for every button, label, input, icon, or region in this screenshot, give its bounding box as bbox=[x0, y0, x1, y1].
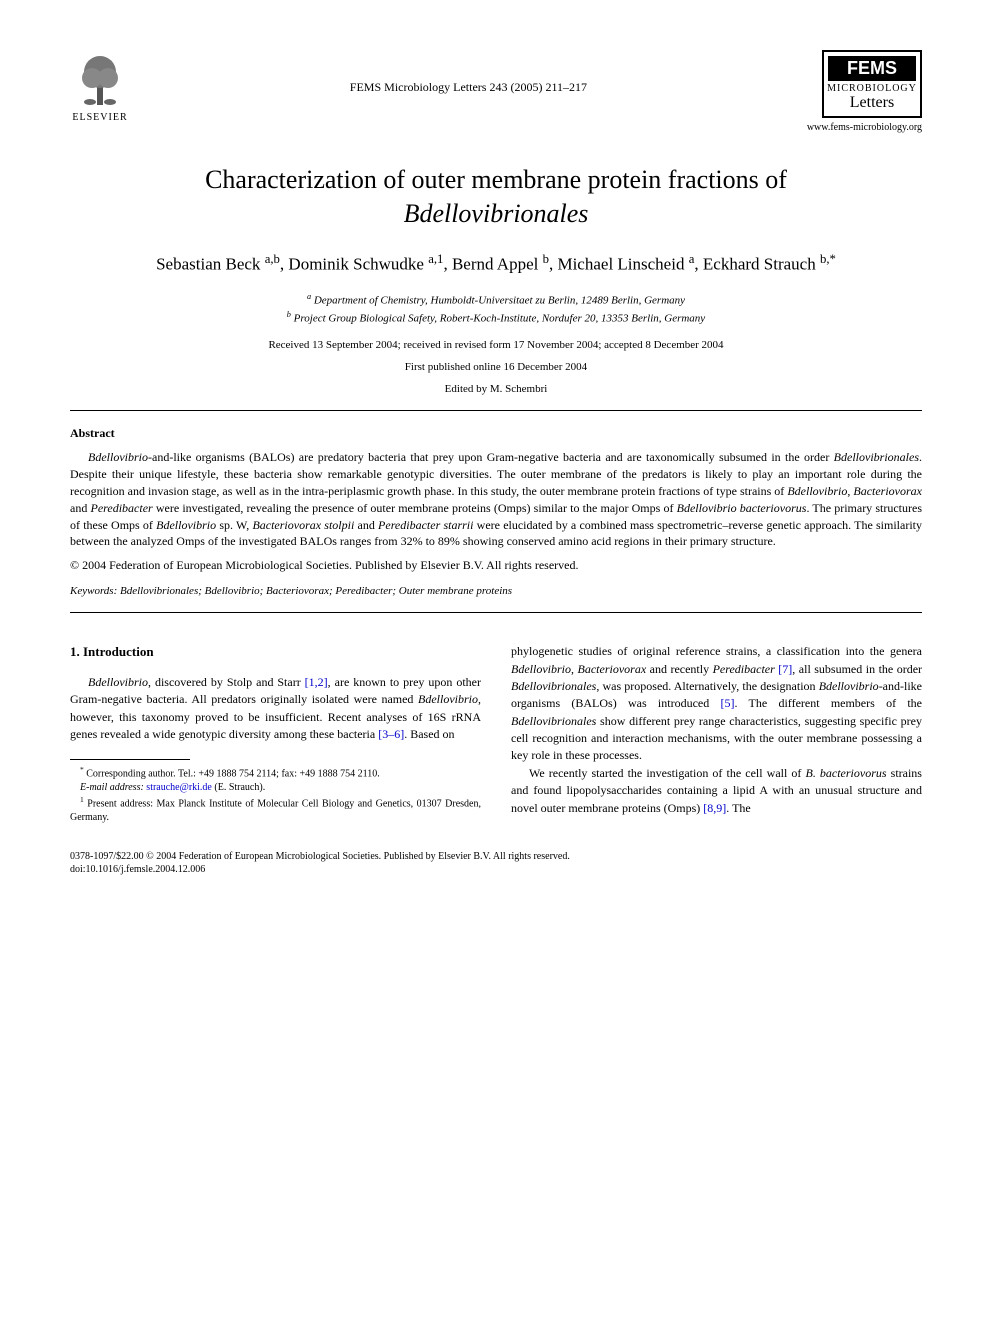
abstract-copyright: © 2004 Federation of European Microbiolo… bbox=[70, 558, 922, 573]
email-link[interactable]: strauche@rki.de bbox=[146, 782, 212, 793]
first-published: First published online 16 December 2004 bbox=[70, 361, 922, 373]
elsevier-tree-icon bbox=[70, 50, 130, 110]
fems-title: FEMS bbox=[828, 56, 916, 81]
abstract-heading: Abstract bbox=[70, 426, 922, 441]
header-row: ELSEVIER FEMS Microbiology Letters 243 (… bbox=[70, 50, 922, 133]
fems-subtitle-2: Letters bbox=[850, 94, 894, 112]
fems-url[interactable]: www.fems-microbiology.org bbox=[807, 122, 922, 133]
reference-link[interactable]: [5] bbox=[720, 696, 734, 710]
footnote-corresponding: * Corresponding author. Tel.: +49 1888 7… bbox=[70, 765, 481, 781]
article-title: Characterization of outer membrane prote… bbox=[70, 163, 922, 231]
reference-link[interactable]: [1,2] bbox=[305, 675, 328, 689]
email-label: E-mail address: bbox=[80, 782, 144, 793]
affiliation-b: Project Group Biological Safety, Robert-… bbox=[294, 313, 706, 325]
footnote-divider bbox=[70, 759, 190, 760]
footnote-corresponding-text: Corresponding author. Tel.: +49 1888 754… bbox=[86, 768, 380, 779]
footnotes: * Corresponding author. Tel.: +49 1888 7… bbox=[70, 765, 481, 826]
divider-2 bbox=[70, 612, 922, 613]
bottom-info: 0378-1097/$22.00 © 2004 Federation of Eu… bbox=[70, 850, 922, 876]
column-left: 1. Introduction Bdellovibrio, discovered… bbox=[70, 643, 481, 825]
elsevier-label: ELSEVIER bbox=[72, 112, 127, 123]
reference-link[interactable]: [7] bbox=[778, 662, 792, 676]
intro-paragraph-2: phylogenetic studies of original referen… bbox=[511, 643, 922, 765]
column-right: phylogenetic studies of original referen… bbox=[511, 643, 922, 825]
keywords-text: Bdellovibrionales; Bdellovibrio; Bacteri… bbox=[117, 585, 512, 597]
footnote-present-address: 1 Present address: Max Planck Institute … bbox=[70, 795, 481, 825]
dates: Received 13 September 2004; received in … bbox=[70, 339, 922, 351]
divider-1 bbox=[70, 410, 922, 411]
footnote-email: E-mail address: strauche@rki.de (E. Stra… bbox=[70, 781, 481, 795]
fems-box: FEMS MICROBIOLOGY Letters bbox=[822, 50, 922, 118]
affiliations: a Department of Chemistry, Humboldt-Univ… bbox=[70, 291, 922, 327]
body-columns: 1. Introduction Bdellovibrio, discovered… bbox=[70, 643, 922, 825]
reference-link[interactable]: [8,9] bbox=[703, 801, 726, 815]
journal-reference: FEMS Microbiology Letters 243 (2005) 211… bbox=[350, 80, 587, 95]
affiliation-a: Department of Chemistry, Humboldt-Univer… bbox=[314, 295, 685, 307]
title-line-1: Characterization of outer membrane prote… bbox=[205, 165, 787, 194]
elsevier-logo: ELSEVIER bbox=[70, 50, 130, 123]
email-person: (E. Strauch). bbox=[214, 782, 265, 793]
footnote-present-address-text: Present address: Max Planck Institute of… bbox=[70, 798, 481, 823]
intro-paragraph-3: We recently started the investigation of… bbox=[511, 765, 922, 817]
fems-subtitle-1: MICROBIOLOGY bbox=[827, 83, 917, 94]
reference-link[interactable]: [3–6] bbox=[378, 727, 404, 741]
edited-by: Edited by M. Schembri bbox=[70, 383, 922, 395]
authors: Sebastian Beck a,b, Dominik Schwudke a,1… bbox=[70, 251, 922, 276]
introduction-heading: 1. Introduction bbox=[70, 643, 481, 662]
intro-paragraph-1: Bdellovibrio, discovered by Stolp and St… bbox=[70, 674, 481, 744]
keywords: Keywords: Bdellovibrionales; Bdellovibri… bbox=[70, 585, 922, 597]
bottom-line-1: 0378-1097/$22.00 © 2004 Federation of Eu… bbox=[70, 850, 922, 863]
bottom-line-2: doi:10.1016/j.femsle.2004.12.006 bbox=[70, 863, 922, 876]
keywords-label: Keywords: bbox=[70, 585, 117, 597]
abstract-text: Bdellovibrio-and-like organisms (BALOs) … bbox=[70, 449, 922, 550]
fems-logo: FEMS MICROBIOLOGY Letters www.fems-micro… bbox=[807, 50, 922, 133]
title-line-2-italic: Bdellovibrionales bbox=[404, 199, 589, 228]
